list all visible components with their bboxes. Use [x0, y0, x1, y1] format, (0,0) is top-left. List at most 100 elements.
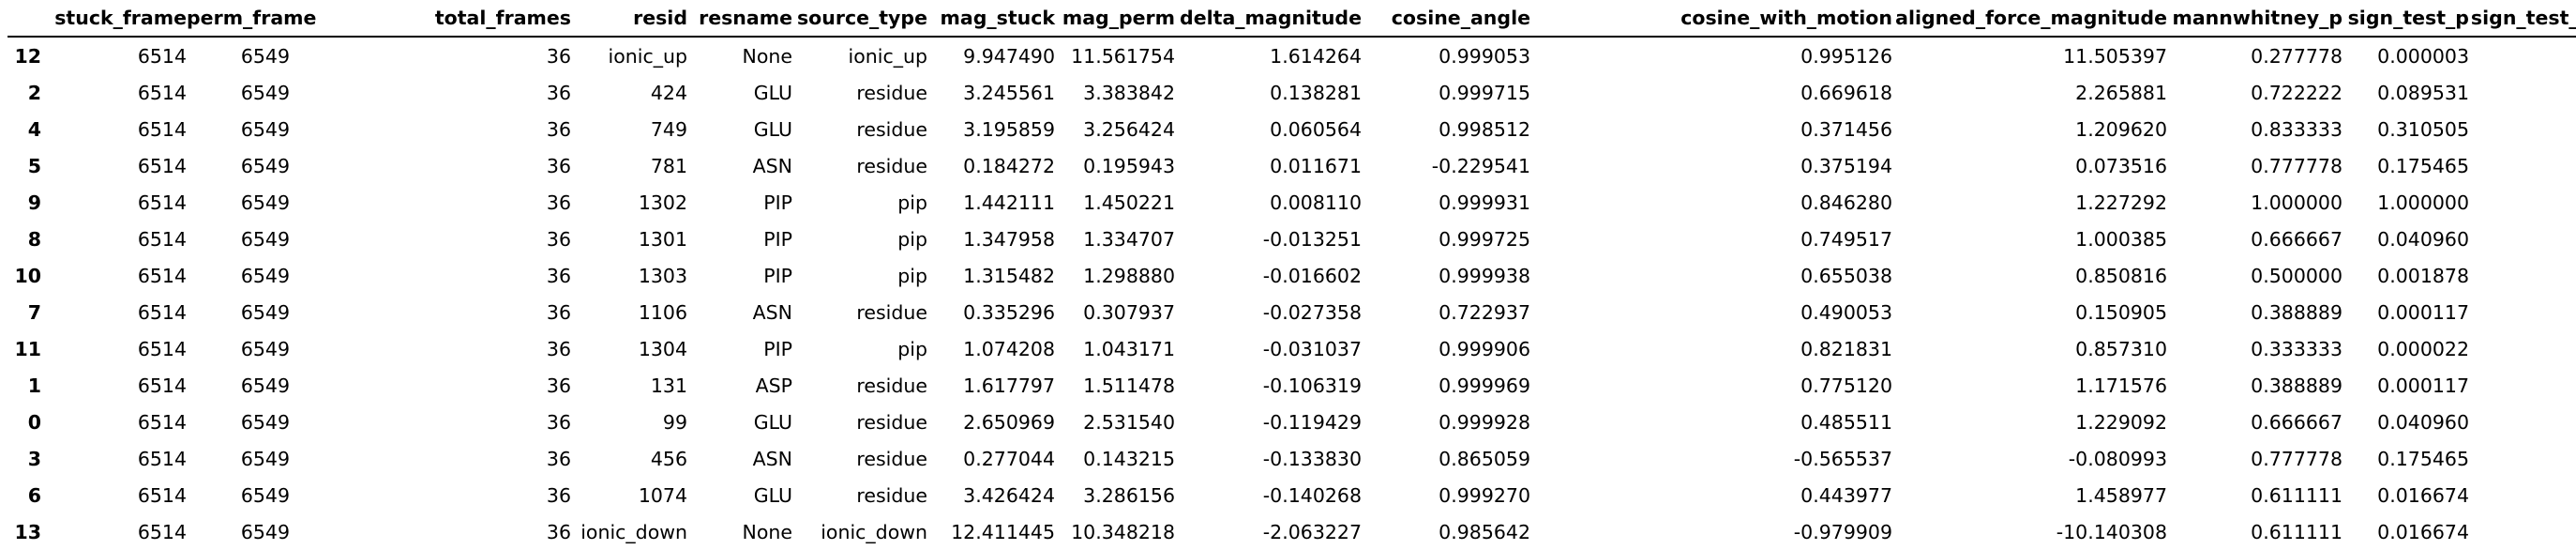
table-cell: GLU [753, 483, 792, 507]
table-cell: ionic_up [608, 44, 687, 68]
table-cell: pip [897, 337, 927, 360]
table-cell: 6514 [137, 337, 187, 360]
table-cell: 6514 [137, 117, 187, 141]
table-cell: 0.611111 [2251, 483, 2343, 507]
table-cell: 6549 [240, 483, 290, 507]
column-header: mag_perm [1055, 0, 1175, 38]
table-row: 7 6514 6549 36 1106 ASN residue 0.335296 0.30793… [8, 294, 2576, 330]
table-cell: 6549 [240, 300, 290, 324]
table-cell: 0.016674 [2377, 483, 2469, 507]
table-cell: 12.411445 [951, 520, 1055, 543]
table-row: 0 6514 6549 36 99 GLU residue 2.650969 2.531540 -… [8, 404, 2576, 440]
table-cell: 781 [650, 154, 687, 177]
column-header: sign_test_direction [2469, 0, 2576, 38]
table-cell: 2.265881 [2075, 81, 2167, 104]
table-cell: 3.195859 [963, 117, 1055, 141]
table-row: 6 6514 6549 36 1074 GLU residue 3.426424 3.28615… [8, 477, 2576, 513]
table-cell: None [742, 520, 792, 543]
row-index: 2 [27, 81, 41, 104]
column-header: cosine_with_motion [1530, 0, 1892, 38]
table-cell: less [2469, 477, 2576, 513]
table-cell: 1.074208 [963, 337, 1055, 360]
table-cell: 1.617797 [963, 374, 1055, 397]
table-cell: 6549 [240, 227, 290, 251]
table-cell: 0.001878 [2377, 264, 2469, 287]
table-cell: 6514 [137, 81, 187, 104]
table-cell: 1.458977 [2075, 483, 2167, 507]
table-cell: 10.348218 [1071, 520, 1175, 543]
row-index: 5 [27, 154, 41, 177]
table-cell: 1303 [638, 264, 687, 287]
table-cell: 0.490053 [1800, 300, 1892, 324]
table-cell: 0.040960 [2377, 410, 2469, 434]
table-cell: 0.999928 [1439, 410, 1530, 434]
table-cell: less [2469, 257, 2576, 294]
table-cell: greater [2469, 74, 2576, 111]
table-cell: 0.666667 [2251, 410, 2343, 434]
column-header: aligned_force_magnitude [1892, 0, 2167, 38]
table-cell: 6549 [240, 264, 290, 287]
table-cell: -0.119429 [1262, 410, 1362, 434]
table-cell: 0.611111 [2251, 520, 2343, 543]
table-cell: PIP [763, 264, 792, 287]
table-cell: 2.650969 [963, 410, 1055, 434]
table-cell: GLU [753, 410, 792, 434]
table-cell: less [2469, 330, 2576, 367]
table-cell: 1302 [638, 191, 687, 214]
table-cell: 131 [650, 374, 687, 397]
table-cell: ASP [755, 374, 792, 397]
table-cell: residue [856, 81, 927, 104]
table-cell: GLU [753, 81, 792, 104]
table-cell: -0.016602 [1262, 264, 1362, 287]
table-cell: 0.375194 [1800, 154, 1892, 177]
table-cell: 6549 [240, 154, 290, 177]
table-cell: 1.347958 [963, 227, 1055, 251]
table-cell: 0.999725 [1439, 227, 1530, 251]
table-cell: 9.947490 [963, 44, 1055, 68]
table-cell: 6549 [240, 44, 290, 68]
table-cell: 3.383842 [1083, 81, 1175, 104]
table-cell: 1074 [638, 483, 687, 507]
table-cell: residue [856, 154, 927, 177]
table-cell: less [2469, 404, 2576, 440]
table-cell: 36 [546, 117, 571, 141]
table-row: 9 6514 6549 36 1302 PIP pip 1.442111 1.450221 0.0… [8, 184, 2576, 221]
table-cell: 6549 [240, 374, 290, 397]
row-index: 4 [27, 117, 41, 141]
table-cell: 36 [546, 520, 571, 543]
column-header: source_type [792, 0, 927, 38]
table-cell: 1.315482 [963, 264, 1055, 287]
table-cell: -10.140308 [2056, 520, 2167, 543]
table-cell: 0.485511 [1800, 410, 1892, 434]
table-cell: 36 [546, 483, 571, 507]
table-cell: 6549 [240, 81, 290, 104]
table-cell: -0.031037 [1262, 337, 1362, 360]
table-cell: 36 [546, 447, 571, 470]
table-cell: 1.227292 [2075, 191, 2167, 214]
table-row: 5 6514 6549 36 781 ASN residue 0.184272 0.195943… [8, 147, 2576, 184]
table-cell: PIP [763, 227, 792, 251]
table-cell: 1.000000 [2251, 191, 2343, 214]
table-cell: 0.138281 [1270, 81, 1362, 104]
table-cell: 6514 [137, 191, 187, 214]
table-cell: 36 [546, 44, 571, 68]
table-cell: 1.511478 [1083, 374, 1175, 397]
table-cell: 0.307937 [1083, 300, 1175, 324]
table-cell: 6514 [137, 447, 187, 470]
table-cell: 0.000022 [2377, 337, 2469, 360]
table-row: 10 6514 6549 36 1303 PIP pip 1.315482 1.298880 -0… [8, 257, 2576, 294]
table-cell: 424 [650, 81, 687, 104]
row-index: 13 [14, 520, 41, 543]
table-cell: -0.979909 [1793, 520, 1892, 543]
row-index: 3 [27, 447, 41, 470]
table-cell: 1.442111 [963, 191, 1055, 214]
row-index: 7 [27, 300, 41, 324]
table-cell: 6549 [240, 410, 290, 434]
table-cell: 6514 [137, 374, 187, 397]
table-cell: 0.850816 [2075, 264, 2167, 287]
table-cell: 36 [546, 337, 571, 360]
table-cell: 0.999053 [1439, 44, 1530, 68]
table-cell: -2.063227 [1262, 520, 1362, 543]
dataframe-table: stuck_frame perm_frame total_frames resid re… [8, 0, 2576, 550]
table-cell: 0.335296 [963, 300, 1055, 324]
